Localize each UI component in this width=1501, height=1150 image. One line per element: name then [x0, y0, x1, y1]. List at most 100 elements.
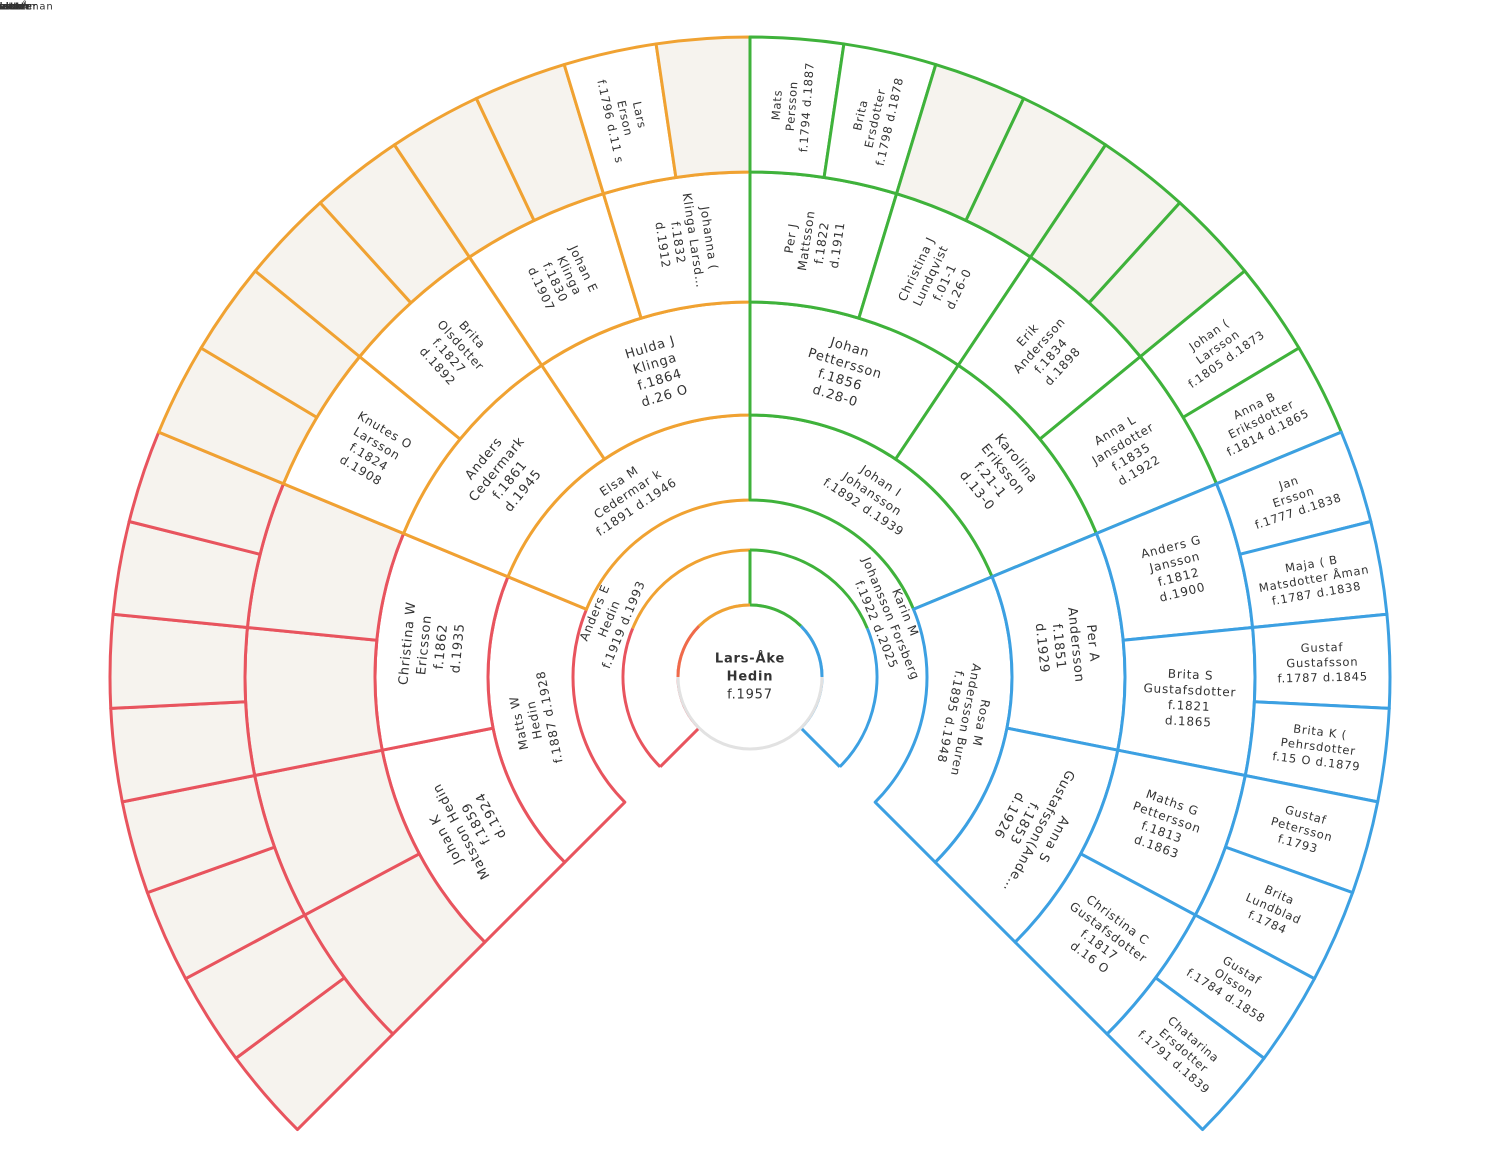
person-label: AnnaAndersdotter	[0, 2, 37, 13]
ring-outline	[621, 627, 662, 768]
person-detail: Andersson	[1064, 607, 1086, 684]
root-person[interactable]: Lars-Åke Hedin f.1957	[676, 603, 824, 751]
empty-slot	[243, 626, 384, 778]
person-detail: Persson	[783, 80, 801, 131]
person-cell	[750, 500, 928, 803]
root-outline	[676, 625, 701, 678]
person-detail: Andersson	[0, 2, 30, 13]
person-detail: Eriksdotter	[0, 2, 32, 13]
person-detail: Andersdotter	[0, 2, 38, 13]
person-label: GustafPehrsson	[0, 2, 25, 13]
person-detail: Persson	[0, 2, 22, 13]
person[interactable]: EricEriksson	[0, 0, 24, 13]
person-name: Brita	[850, 98, 871, 132]
person[interactable]: MatsHendriksson Åman	[0, 0, 53, 13]
person[interactable]: GustafPehrsson	[0, 0, 26, 13]
root-name: Lars-Åke	[715, 651, 785, 667]
person[interactable]: AnnaMatsdotter	[0, 0, 31, 13]
person-detail: Gustafsdotter	[1143, 681, 1236, 700]
ring-outline	[838, 627, 879, 768]
person-detail: d.1865	[1165, 713, 1212, 729]
person-label: EricAndersson	[0, 2, 30, 13]
person-name: Lars	[630, 100, 650, 130]
person-detail: Pehrsson	[0, 2, 26, 13]
person-label: MatsHendriksson Åman	[0, 0, 53, 13]
person-label: ErikErsson	[0, 2, 19, 13]
person[interactable]: AnnaAndersdotter	[0, 0, 38, 13]
person[interactable]: AnnaAndersdotter	[0, 0, 38, 13]
person-name: Brita K (	[1292, 721, 1347, 741]
person-detail: Matsdotter	[0, 2, 31, 13]
person-detail: f.1821	[1168, 698, 1211, 714]
root-outline	[749, 603, 802, 628]
ring-outline	[749, 548, 869, 629]
person-label: AnnaAndersdotter	[0, 2, 38, 13]
person[interactable]: EricAndersson	[0, 0, 30, 13]
person-detail: d.1935	[448, 623, 468, 675]
empty-cell	[243, 626, 384, 778]
person-detail: f.1794 d.1887	[796, 62, 817, 153]
person-detail: Andersdotter	[0, 2, 38, 13]
person-name: Gustaf	[1300, 640, 1343, 655]
person[interactable]: ChatarinaAndersdotter	[0, 0, 38, 13]
person[interactable]: PehrPehrsson	[0, 0, 26, 13]
divider	[799, 726, 841, 768]
person[interactable]: AnnaLarsdotter	[0, 0, 30, 13]
person[interactable]: AnnaAndersdotter	[0, 0, 38, 13]
empty-cell	[108, 612, 249, 710]
person[interactable]: ErikErsson	[0, 0, 19, 13]
person-detail: f.1851	[1049, 623, 1068, 670]
person[interactable]: BritaEriksdotter	[0, 0, 32, 13]
divider	[659, 726, 701, 768]
ring-outline	[631, 548, 751, 629]
person-name: Per J	[782, 222, 800, 254]
person-detail: f.1862	[432, 623, 451, 670]
person-detail: Gustafsson	[1286, 655, 1358, 671]
person-label: EricEriksson	[0, 2, 23, 13]
person-detail: d.1912	[652, 221, 673, 269]
person-detail: Ersson	[0, 2, 19, 13]
person[interactable]: PerPersson	[0, 0, 22, 13]
root-detail: Hedin	[727, 670, 774, 685]
person-detail: Andersdotter	[0, 2, 38, 13]
person-label: PerPersson	[0, 2, 22, 13]
person-detail: Hendriksson Åman	[0, 0, 53, 13]
person-detail: Larsdotter	[0, 2, 30, 13]
person-label: BritaEriksdotter	[0, 2, 32, 13]
empty-slot	[108, 612, 249, 710]
root-outline	[799, 625, 824, 678]
person-cell	[572, 500, 750, 803]
person-name: Jan	[1276, 473, 1300, 493]
person-detail: d.1911	[827, 221, 848, 269]
person-name: Per A	[1083, 624, 1102, 663]
